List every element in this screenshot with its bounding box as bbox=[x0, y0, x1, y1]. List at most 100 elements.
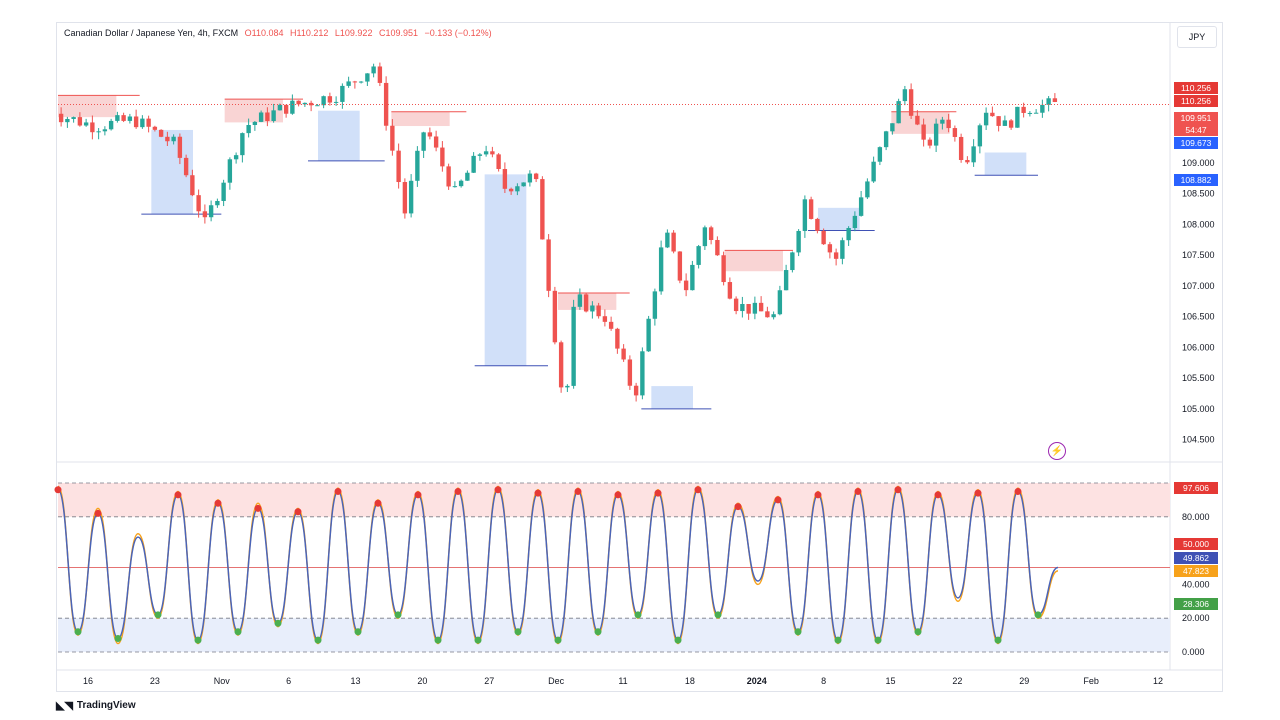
lightning-icon[interactable]: ⚡ bbox=[1048, 442, 1066, 460]
candle-body bbox=[627, 359, 633, 386]
candle-body bbox=[252, 121, 258, 126]
osc-peak-dot bbox=[54, 486, 62, 494]
osc-trough-dot bbox=[594, 628, 602, 636]
osc-top-label: 97.606 bbox=[1174, 482, 1218, 494]
candle-body bbox=[208, 205, 214, 218]
osc-trough-dot bbox=[874, 636, 882, 644]
osc-trough-dot bbox=[634, 611, 642, 619]
candle-body bbox=[121, 115, 126, 121]
osc-trough-dot bbox=[554, 636, 562, 644]
close-value: C109.951 bbox=[378, 28, 419, 38]
candle-body bbox=[58, 113, 64, 123]
osc-trough-dot bbox=[674, 636, 682, 644]
time-tick-label: 13 bbox=[350, 676, 360, 686]
support-label-2: 108.882 bbox=[1174, 174, 1218, 186]
brand-logo[interactable]: ◣◥ TradingView bbox=[56, 699, 136, 712]
candle-body bbox=[1033, 112, 1039, 114]
osc-peak-dot bbox=[334, 487, 342, 495]
candle-body bbox=[915, 115, 920, 125]
osc-peak-dot bbox=[974, 489, 982, 497]
candle-body bbox=[577, 294, 583, 307]
candle-body bbox=[552, 290, 558, 343]
osc-peak-dot bbox=[574, 487, 582, 495]
brand-text: TradingView bbox=[76, 700, 136, 711]
candle-body bbox=[715, 239, 720, 256]
resistance-label-2: 110.256 bbox=[1174, 95, 1218, 107]
osc-peak-dot bbox=[654, 489, 662, 497]
osc-blue-label: 49.862 bbox=[1174, 552, 1218, 564]
osc-trough-dot bbox=[994, 636, 1002, 644]
price-tick-label: 109.000 bbox=[1182, 158, 1215, 168]
osc-peak-dot bbox=[494, 486, 502, 494]
candle-body bbox=[333, 101, 339, 103]
candle-body bbox=[496, 154, 501, 170]
time-tick-label: Feb bbox=[1083, 676, 1099, 686]
support-zone bbox=[484, 174, 527, 366]
candle-body bbox=[183, 157, 189, 176]
candle-body bbox=[340, 85, 345, 102]
candle-body bbox=[452, 186, 458, 188]
candle-body bbox=[102, 129, 108, 132]
osc-trough-dot bbox=[834, 636, 842, 644]
time-tick-label: 15 bbox=[885, 676, 895, 686]
candle-body bbox=[321, 96, 326, 106]
candle-body bbox=[158, 129, 164, 137]
candle-body bbox=[152, 126, 158, 130]
osc-peak-dot bbox=[734, 503, 742, 511]
time-tick-label: 6 bbox=[286, 676, 291, 686]
candle-body bbox=[902, 89, 908, 102]
osc-peak-dot bbox=[854, 487, 862, 495]
candle-body bbox=[771, 314, 776, 318]
currency-button[interactable]: JPY bbox=[1177, 26, 1217, 48]
time-tick-label: 2024 bbox=[747, 676, 767, 686]
candle-body bbox=[677, 251, 683, 281]
candle-body bbox=[721, 255, 726, 283]
osc-peak-dot bbox=[694, 486, 702, 494]
candle-body bbox=[383, 82, 389, 126]
candle-body bbox=[615, 328, 620, 349]
countdown-label: 54:47 bbox=[1174, 124, 1218, 136]
price-tick-label: 108.000 bbox=[1182, 219, 1215, 229]
candle-body bbox=[83, 122, 89, 126]
candle-body bbox=[571, 306, 576, 386]
candle-body bbox=[546, 239, 551, 291]
candle-body bbox=[1015, 106, 1020, 128]
resistance-zone bbox=[391, 111, 450, 127]
candle-body bbox=[477, 154, 483, 156]
osc-peak-dot bbox=[894, 486, 902, 494]
symbol-name[interactable]: Canadian Dollar / Japanese Yen, 4h, FXCM bbox=[64, 28, 239, 38]
candle-body bbox=[858, 197, 864, 216]
candle-body bbox=[246, 125, 251, 134]
osc-orange-label: 47.823 bbox=[1174, 565, 1218, 577]
candle-body bbox=[77, 117, 83, 126]
candle-body bbox=[240, 133, 245, 156]
candle-body bbox=[658, 247, 664, 292]
candle-body bbox=[371, 66, 376, 74]
osc-tick-label: 40.000 bbox=[1182, 579, 1210, 589]
candle-body bbox=[108, 120, 114, 130]
candle-body bbox=[1027, 112, 1033, 114]
candle-body bbox=[390, 125, 395, 151]
candle-body bbox=[977, 125, 983, 147]
candle-body bbox=[221, 182, 226, 201]
candle-body bbox=[583, 294, 589, 312]
candle-body bbox=[790, 252, 795, 271]
resistance-zone bbox=[58, 95, 117, 118]
candle-body bbox=[165, 136, 170, 142]
candle-body bbox=[471, 155, 476, 173]
candle-body bbox=[865, 181, 870, 198]
osc-trough-dot bbox=[394, 611, 402, 619]
candle-body bbox=[796, 230, 801, 253]
osc-mid-label: 50.000 bbox=[1174, 538, 1218, 550]
candle-body bbox=[502, 169, 508, 189]
time-tick-label: 23 bbox=[150, 676, 160, 686]
osc-peak-dot bbox=[614, 491, 622, 499]
candle-body bbox=[308, 102, 314, 106]
candle-body bbox=[146, 118, 151, 127]
osc-trough-dot bbox=[314, 636, 322, 644]
osc-peak-dot bbox=[414, 491, 422, 499]
candle-body bbox=[833, 252, 839, 259]
candle-body bbox=[315, 105, 320, 107]
candle-body bbox=[683, 280, 689, 291]
